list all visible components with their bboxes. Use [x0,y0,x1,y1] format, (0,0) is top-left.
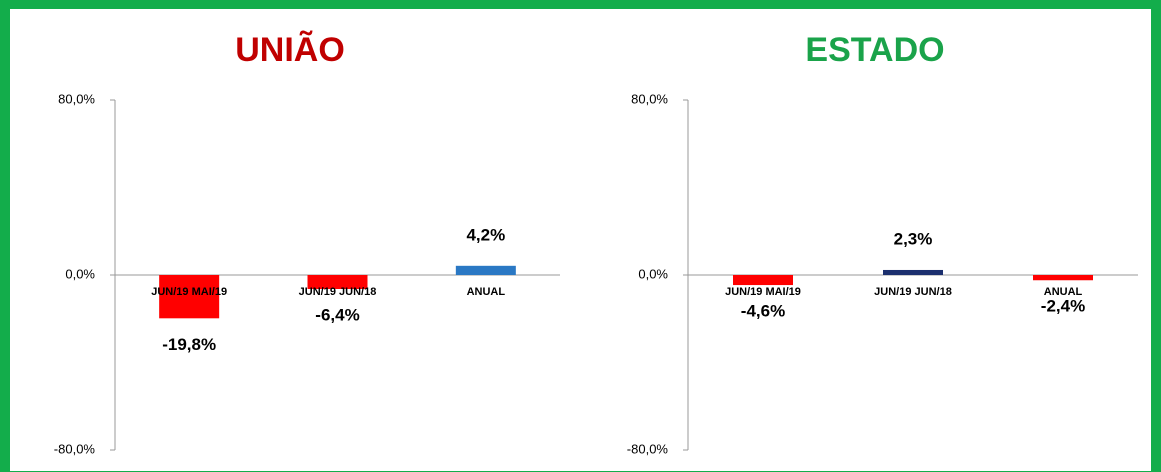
x-tick-label: JUN/19 MAI/19 [725,286,801,298]
bar [733,275,793,286]
bar [159,275,220,319]
bar [883,269,943,275]
data-label: -2,4% [1041,297,1085,316]
y-tick-label: -80,0% [627,441,669,456]
x-tick-label: ANUAL [1044,286,1083,298]
bar [455,265,516,275]
x-tick-label: JUN/19 MAI/19 [151,286,227,298]
y-tick-label: 0,0% [65,266,95,281]
y-tick-label: -80,0% [54,441,96,456]
x-tick-label: JUN/19 JUN/18 [299,286,377,298]
bar [1033,275,1093,281]
y-tick-label: 0,0% [638,266,668,281]
data-label: -4,6% [741,302,785,321]
data-label: -6,4% [315,305,359,324]
chart-title: ESTADO [805,31,944,69]
x-tick-label: JUN/19 JUN/18 [874,286,952,298]
data-label: 4,2% [466,225,505,244]
data-label: 2,3% [894,229,933,248]
y-tick-label: 80,0% [58,91,95,106]
bar [307,275,368,289]
y-tick-label: 80,0% [631,91,668,106]
data-label: -19,8% [162,335,216,354]
chart-title: UNIÃO [235,31,345,69]
x-tick-label: ANUAL [467,286,506,298]
